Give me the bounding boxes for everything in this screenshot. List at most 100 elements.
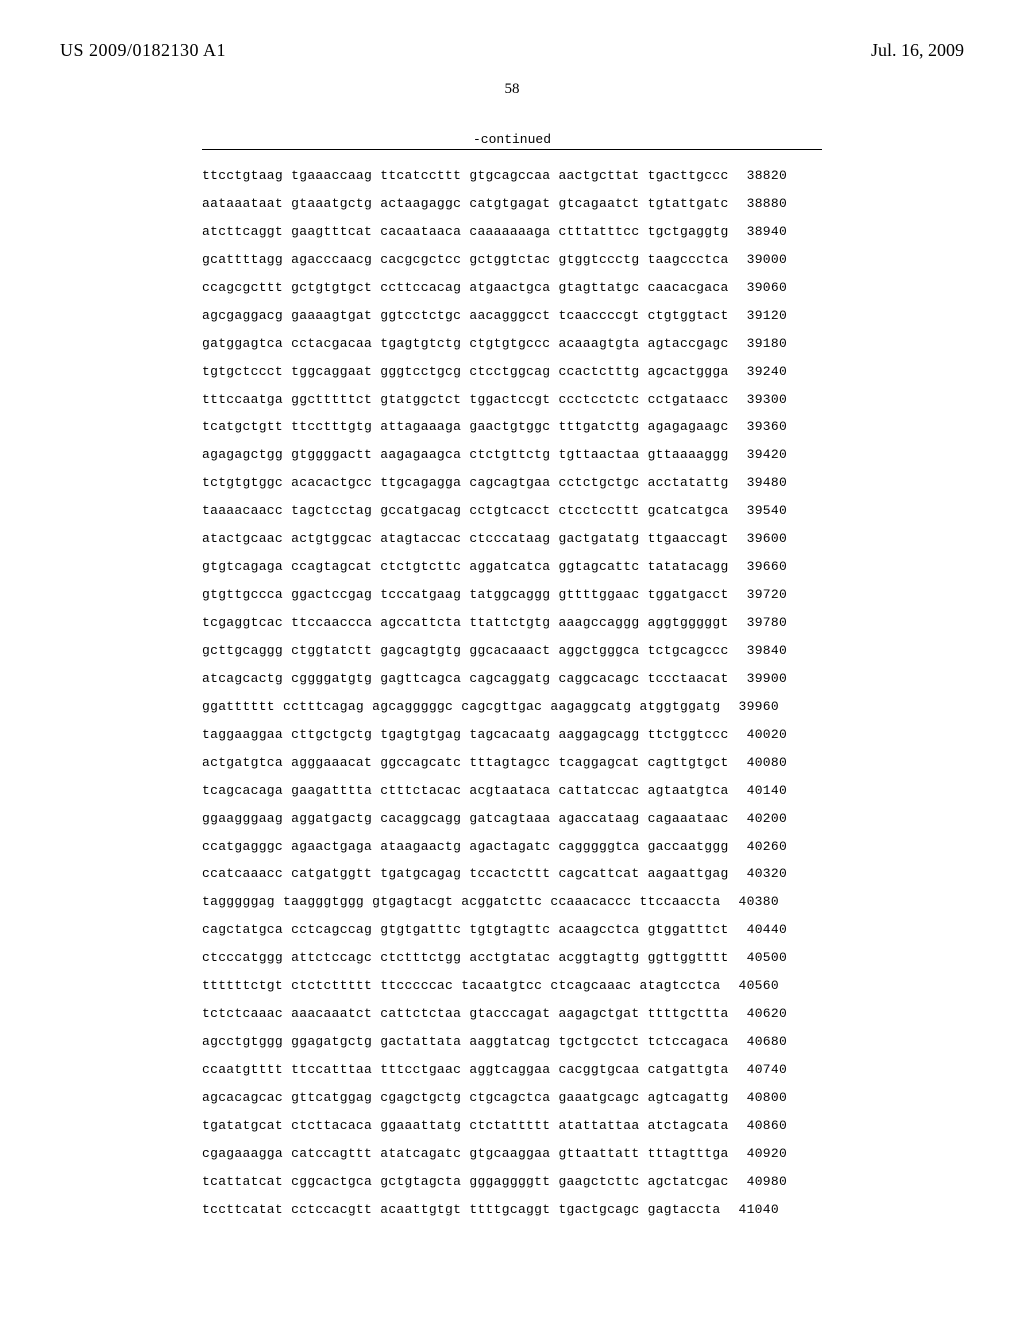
sequence-position: 40680 bbox=[729, 1028, 788, 1056]
sequence-row: tgatatgcat ctcttacaca ggaaattatg ctctatt… bbox=[202, 1112, 822, 1140]
sequence-groups: agcgaggacg gaaaagtgat ggtcctctgc aacaggg… bbox=[202, 302, 729, 330]
sequence-groups: gtgttgccca ggactccgag tcccatgaag tatggca… bbox=[202, 581, 729, 609]
sequence-groups: tcatgctgtt ttcctttgtg attagaaaga gaactgt… bbox=[202, 413, 729, 441]
sequence-position: 40980 bbox=[729, 1168, 788, 1196]
sequence-row: taaaacaacc tagctcctag gccatgacag cctgtca… bbox=[202, 497, 822, 525]
sequence-row: ggaagggaag aggatgactg cacaggcagg gatcagt… bbox=[202, 805, 822, 833]
sequence-position: 40740 bbox=[729, 1056, 788, 1084]
sequence-row: tccttcatat cctccacgtt acaattgtgt ttttgca… bbox=[202, 1196, 822, 1224]
sequence-groups: gatggagtca cctacgacaa tgagtgtctg ctgtgtg… bbox=[202, 330, 729, 358]
sequence-row: ggatttttt cctttcagag agcagggggc cagcgttg… bbox=[202, 693, 822, 721]
section-rule bbox=[202, 149, 822, 150]
sequence-row: tcagcacaga gaagatttta ctttctacac acgtaat… bbox=[202, 777, 822, 805]
sequence-groups: tctgtgtggc acacactgcc ttgcagagga cagcagt… bbox=[202, 469, 729, 497]
page-number: 58 bbox=[60, 81, 964, 98]
sequence-groups: gtgtcagaga ccagtagcat ctctgtcttc aggatca… bbox=[202, 553, 729, 581]
sequence-position: 39060 bbox=[729, 274, 788, 302]
sequence-position: 40020 bbox=[729, 721, 788, 749]
sequence-row: agcgaggacg gaaaagtgat ggtcctctgc aacaggg… bbox=[202, 302, 822, 330]
sequence-row: ttcctgtaag tgaaaccaag ttcatccttt gtgcagc… bbox=[202, 162, 822, 190]
sequence-groups: tcattatcat cggcactgca gctgtagcta gggaggg… bbox=[202, 1168, 729, 1196]
sequence-position: 39660 bbox=[729, 553, 788, 581]
sequence-row: cagctatgca cctcagccag gtgtgatttc tgtgtag… bbox=[202, 916, 822, 944]
sequence-position: 40800 bbox=[729, 1084, 788, 1112]
sequence-groups: taaaacaacc tagctcctag gccatgacag cctgtca… bbox=[202, 497, 729, 525]
sequence-groups: gcttgcaggg ctggtatctt gagcagtgtg ggcacaa… bbox=[202, 637, 729, 665]
sequence-position: 39600 bbox=[729, 525, 788, 553]
document-date: Jul. 16, 2009 bbox=[871, 40, 964, 61]
sequence-row: actgatgtca agggaaacat ggccagcatc tttagta… bbox=[202, 749, 822, 777]
sequence-row: ccaatgtttt ttccatttaa tttcctgaac aggtcag… bbox=[202, 1056, 822, 1084]
sequence-row: tctgtgtggc acacactgcc ttgcagagga cagcagt… bbox=[202, 469, 822, 497]
sequence-row: tcattatcat cggcactgca gctgtagcta gggaggg… bbox=[202, 1168, 822, 1196]
sequence-position: 40320 bbox=[729, 860, 788, 888]
sequence-position: 40560 bbox=[720, 972, 779, 1000]
sequence-position: 39180 bbox=[729, 330, 788, 358]
sequence-groups: ccaatgtttt ttccatttaa tttcctgaac aggtcag… bbox=[202, 1056, 729, 1084]
sequence-position: 39960 bbox=[720, 693, 779, 721]
sequence-position: 39840 bbox=[729, 637, 788, 665]
sequence-position: 38820 bbox=[729, 162, 788, 190]
sequence-position: 40620 bbox=[729, 1000, 788, 1028]
sequence-row: gcttgcaggg ctggtatctt gagcagtgtg ggcacaa… bbox=[202, 637, 822, 665]
sequence-groups: ccagcgcttt gctgtgtgct ccttccacag atgaact… bbox=[202, 274, 729, 302]
sequence-position: 40080 bbox=[729, 749, 788, 777]
sequence-row: gatggagtca cctacgacaa tgagtgtctg ctgtgtg… bbox=[202, 330, 822, 358]
sequence-groups: cgagaaagga catccagttt atatcagatc gtgcaag… bbox=[202, 1140, 729, 1168]
sequence-position: 39780 bbox=[729, 609, 788, 637]
sequence-row: tcgaggtcac ttccaaccca agccattcta ttattct… bbox=[202, 609, 822, 637]
sequence-position: 39900 bbox=[729, 665, 788, 693]
sequence-groups: ggatttttt cctttcagag agcagggggc cagcgttg… bbox=[202, 693, 720, 721]
sequence-groups: tttccaatga ggctttttct gtatggctct tggactc… bbox=[202, 386, 729, 414]
sequence-row: tttccaatga ggctttttct gtatggctct tggactc… bbox=[202, 386, 822, 414]
sequence-row: ttttttctgt ctctcttttt ttcccccac tacaatgt… bbox=[202, 972, 822, 1000]
sequence-groups: tgatatgcat ctcttacaca ggaaattatg ctctatt… bbox=[202, 1112, 729, 1140]
sequence-position: 38940 bbox=[729, 218, 788, 246]
sequence-position: 39720 bbox=[729, 581, 788, 609]
sequence-groups: atcttcaggt gaagtttcat cacaataaca caaaaaa… bbox=[202, 218, 729, 246]
sequence-position: 39360 bbox=[729, 413, 788, 441]
sequence-groups: ggaagggaag aggatgactg cacaggcagg gatcagt… bbox=[202, 805, 729, 833]
sequence-position: 39120 bbox=[729, 302, 788, 330]
sequence-row: tagggggag taagggtggg gtgagtacgt acggatct… bbox=[202, 888, 822, 916]
sequence-groups: ccatgagggc agaactgaga ataagaactg agactag… bbox=[202, 833, 729, 861]
sequence-position: 40140 bbox=[729, 777, 788, 805]
sequence-position: 40920 bbox=[729, 1140, 788, 1168]
sequence-row: gcattttagg agacccaacg cacgcgctcc gctggtc… bbox=[202, 246, 822, 274]
sequence-groups: tcagcacaga gaagatttta ctttctacac acgtaat… bbox=[202, 777, 729, 805]
sequence-groups: tctctcaaac aaacaaatct cattctctaa gtaccca… bbox=[202, 1000, 729, 1028]
sequence-row: cgagaaagga catccagttt atatcagatc gtgcaag… bbox=[202, 1140, 822, 1168]
sequence-position: 39240 bbox=[729, 358, 788, 386]
sequence-groups: atcagcactg cggggatgtg gagttcagca cagcagg… bbox=[202, 665, 729, 693]
sequence-row: ccatgagggc agaactgaga ataagaactg agactag… bbox=[202, 833, 822, 861]
sequence-groups: tcgaggtcac ttccaaccca agccattcta ttattct… bbox=[202, 609, 729, 637]
sequence-position: 40200 bbox=[729, 805, 788, 833]
continued-wrap: -continued bbox=[202, 132, 822, 150]
sequence-position: 39000 bbox=[729, 246, 788, 274]
sequence-groups: tccttcatat cctccacgtt acaattgtgt ttttgca… bbox=[202, 1196, 720, 1224]
sequence-block: ttcctgtaag tgaaaccaag ttcatccttt gtgcagc… bbox=[202, 162, 822, 1224]
sequence-position: 41040 bbox=[720, 1196, 779, 1224]
sequence-row: aataaataat gtaaatgctg actaagaggc catgtga… bbox=[202, 190, 822, 218]
sequence-position: 40500 bbox=[729, 944, 788, 972]
sequence-groups: gcattttagg agacccaacg cacgcgctcc gctggtc… bbox=[202, 246, 729, 274]
sequence-groups: ttcctgtaag tgaaaccaag ttcatccttt gtgcagc… bbox=[202, 162, 729, 190]
sequence-position: 40440 bbox=[729, 916, 788, 944]
sequence-position: 40260 bbox=[729, 833, 788, 861]
sequence-position: 40380 bbox=[720, 888, 779, 916]
sequence-groups: ccatcaaacc catgatggtt tgatgcagag tccactc… bbox=[202, 860, 729, 888]
sequence-row: gtgttgccca ggactccgag tcccatgaag tatggca… bbox=[202, 581, 822, 609]
sequence-groups: ttttttctgt ctctcttttt ttcccccac tacaatgt… bbox=[202, 972, 720, 1000]
sequence-groups: agagagctgg gtggggactt aagagaagca ctctgtt… bbox=[202, 441, 729, 469]
page: US 2009/0182130 A1 Jul. 16, 2009 58 -con… bbox=[0, 0, 1024, 1320]
sequence-row: agcctgtggg ggagatgctg gactattata aaggtat… bbox=[202, 1028, 822, 1056]
sequence-row: agagagctgg gtggggactt aagagaagca ctctgtt… bbox=[202, 441, 822, 469]
continued-label: -continued bbox=[202, 132, 822, 149]
sequence-position: 39540 bbox=[729, 497, 788, 525]
sequence-row: agcacagcac gttcatggag cgagctgctg ctgcagc… bbox=[202, 1084, 822, 1112]
sequence-row: atcttcaggt gaagtttcat cacaataaca caaaaaa… bbox=[202, 218, 822, 246]
sequence-groups: taggaaggaa cttgctgctg tgagtgtgag tagcaca… bbox=[202, 721, 729, 749]
sequence-position: 40860 bbox=[729, 1112, 788, 1140]
sequence-row: atactgcaac actgtggcac atagtaccac ctcccat… bbox=[202, 525, 822, 553]
sequence-row: ccagcgcttt gctgtgtgct ccttccacag atgaact… bbox=[202, 274, 822, 302]
